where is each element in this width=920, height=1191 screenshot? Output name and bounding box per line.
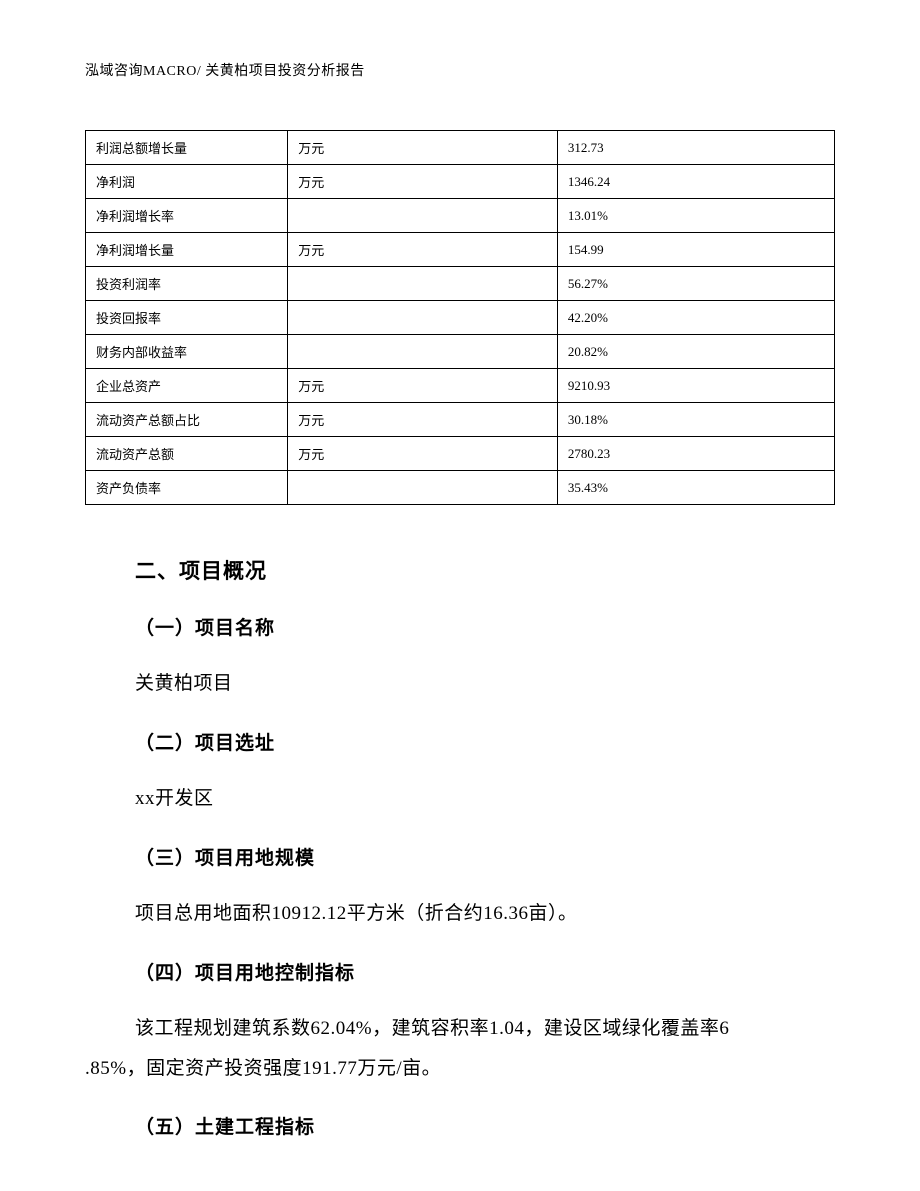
subsection-text-2: xx开发区 [135, 779, 825, 819]
row-label: 流动资产总额占比 [86, 403, 288, 437]
row-unit [288, 199, 558, 233]
row-unit: 万元 [288, 233, 558, 267]
subsection-heading-2: （二）项目选址 [135, 728, 825, 755]
subsection-text-4-line1: 该工程规划建筑系数62.04%，建筑容积率1.04，建设区域绿化覆盖率6 [135, 1009, 825, 1049]
row-label: 企业总资产 [86, 369, 288, 403]
subsection-heading-1: （一）项目名称 [135, 613, 825, 640]
row-label: 投资利润率 [86, 267, 288, 301]
row-value: 312.73 [557, 131, 834, 165]
table-row: 资产负债率 35.43% [86, 471, 835, 505]
row-unit [288, 335, 558, 369]
subsection-text-1: 关黄柏项目 [135, 664, 825, 704]
row-unit: 万元 [288, 369, 558, 403]
row-value: 42.20% [557, 301, 834, 335]
row-value: 1346.24 [557, 165, 834, 199]
table-row: 财务内部收益率 20.82% [86, 335, 835, 369]
row-unit [288, 301, 558, 335]
table-row: 流动资产总额占比 万元 30.18% [86, 403, 835, 437]
header-text: 泓域咨询MACRO/ 关黄柏项目投资分析报告 [85, 64, 365, 79]
row-label: 利润总额增长量 [86, 131, 288, 165]
row-label: 流动资产总额 [86, 437, 288, 471]
subsection-text-4-line2: .85%，固定资产投资强度191.77万元/亩。 [85, 1049, 825, 1089]
subsection-heading-4: （四）项目用地控制指标 [135, 958, 825, 985]
financial-table: 利润总额增长量 万元 312.73 净利润 万元 1346.24 净利润增长率 … [85, 130, 835, 505]
row-value: 56.27% [557, 267, 834, 301]
subsection-heading-5: （五）土建工程指标 [135, 1112, 825, 1139]
row-label: 资产负债率 [86, 471, 288, 505]
row-unit: 万元 [288, 403, 558, 437]
table-row: 投资回报率 42.20% [86, 301, 835, 335]
row-value: 154.99 [557, 233, 834, 267]
row-value: 2780.23 [557, 437, 834, 471]
main-section-heading: 二、项目概况 [135, 555, 825, 585]
row-value: 35.43% [557, 471, 834, 505]
row-unit [288, 267, 558, 301]
row-label: 投资回报率 [86, 301, 288, 335]
row-unit: 万元 [288, 131, 558, 165]
table-body: 利润总额增长量 万元 312.73 净利润 万元 1346.24 净利润增长率 … [86, 131, 835, 505]
row-value: 20.82% [557, 335, 834, 369]
row-label: 财务内部收益率 [86, 335, 288, 369]
row-value: 30.18% [557, 403, 834, 437]
table-row: 企业总资产 万元 9210.93 [86, 369, 835, 403]
row-unit: 万元 [288, 165, 558, 199]
table-row: 利润总额增长量 万元 312.73 [86, 131, 835, 165]
table-row: 投资利润率 56.27% [86, 267, 835, 301]
content-area: 二、项目概况 （一）项目名称 关黄柏项目 （二）项目选址 xx开发区 （三）项目… [85, 555, 835, 1139]
table-row: 净利润增长量 万元 154.99 [86, 233, 835, 267]
subsection-heading-3: （三）项目用地规模 [135, 843, 825, 870]
table-row: 净利润 万元 1346.24 [86, 165, 835, 199]
row-label: 净利润 [86, 165, 288, 199]
row-value: 9210.93 [557, 369, 834, 403]
row-unit: 万元 [288, 437, 558, 471]
row-label: 净利润增长量 [86, 233, 288, 267]
table-row: 净利润增长率 13.01% [86, 199, 835, 233]
row-unit [288, 471, 558, 505]
table-row: 流动资产总额 万元 2780.23 [86, 437, 835, 471]
page-header: 泓域咨询MACRO/ 关黄柏项目投资分析报告 [85, 60, 835, 80]
subsection-text-3: 项目总用地面积10912.12平方米（折合约16.36亩）。 [135, 894, 825, 934]
row-value: 13.01% [557, 199, 834, 233]
row-label: 净利润增长率 [86, 199, 288, 233]
